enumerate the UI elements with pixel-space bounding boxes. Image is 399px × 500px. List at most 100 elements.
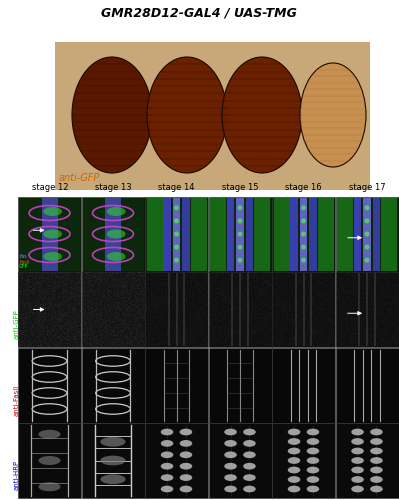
Ellipse shape xyxy=(38,430,61,439)
Ellipse shape xyxy=(72,57,152,173)
Ellipse shape xyxy=(370,428,383,436)
Bar xyxy=(182,198,190,270)
Circle shape xyxy=(364,205,369,210)
Bar xyxy=(168,273,170,346)
Bar xyxy=(358,273,360,346)
Bar xyxy=(300,198,307,270)
Bar xyxy=(363,198,371,270)
Bar xyxy=(366,273,368,346)
Bar xyxy=(19,198,80,270)
Ellipse shape xyxy=(351,428,364,436)
Text: stage 12: stage 12 xyxy=(32,183,68,192)
Ellipse shape xyxy=(224,486,237,492)
Text: GFP: GFP xyxy=(19,264,28,270)
Ellipse shape xyxy=(224,474,237,481)
Bar xyxy=(209,423,271,498)
Circle shape xyxy=(301,258,306,263)
Ellipse shape xyxy=(307,457,319,464)
Bar xyxy=(209,348,271,422)
Ellipse shape xyxy=(243,452,256,458)
Bar xyxy=(239,273,241,346)
Ellipse shape xyxy=(43,252,62,261)
Circle shape xyxy=(364,218,369,224)
Ellipse shape xyxy=(288,457,300,464)
Ellipse shape xyxy=(370,457,383,464)
Bar xyxy=(272,423,335,498)
Bar xyxy=(163,198,171,270)
Circle shape xyxy=(364,244,369,250)
Ellipse shape xyxy=(147,57,227,173)
Ellipse shape xyxy=(288,428,300,436)
Bar xyxy=(373,198,380,270)
Bar xyxy=(209,198,271,270)
Ellipse shape xyxy=(307,448,319,454)
Bar xyxy=(295,273,297,346)
Circle shape xyxy=(237,205,243,210)
Text: anti-Fasll: anti-Fasll xyxy=(14,385,20,416)
Bar xyxy=(274,198,290,270)
Text: anti-GFP: anti-GFP xyxy=(59,173,100,183)
Ellipse shape xyxy=(351,486,364,492)
Bar xyxy=(290,198,298,270)
Circle shape xyxy=(174,232,179,236)
Text: stage 14: stage 14 xyxy=(158,183,195,192)
Bar xyxy=(147,198,163,270)
Bar xyxy=(336,272,399,347)
Bar xyxy=(336,423,399,498)
Ellipse shape xyxy=(243,486,256,492)
Bar xyxy=(81,348,144,422)
Ellipse shape xyxy=(370,476,383,483)
Bar xyxy=(272,348,335,422)
Bar xyxy=(209,272,271,347)
Ellipse shape xyxy=(370,448,383,454)
Bar xyxy=(146,198,207,270)
Ellipse shape xyxy=(101,456,126,466)
Ellipse shape xyxy=(101,437,126,446)
Bar xyxy=(236,198,244,270)
Circle shape xyxy=(301,218,306,224)
Bar xyxy=(336,198,397,270)
Bar xyxy=(336,348,399,422)
Circle shape xyxy=(237,244,243,250)
Bar xyxy=(310,273,312,346)
Ellipse shape xyxy=(307,476,319,483)
Text: anti-GFP: anti-GFP xyxy=(14,309,20,339)
Bar xyxy=(209,196,271,272)
Ellipse shape xyxy=(351,466,364,473)
Ellipse shape xyxy=(243,440,256,447)
Bar xyxy=(231,273,233,346)
Circle shape xyxy=(364,258,369,263)
Bar xyxy=(255,198,270,270)
Circle shape xyxy=(301,244,306,250)
Ellipse shape xyxy=(300,63,366,167)
Bar xyxy=(145,196,208,272)
Bar xyxy=(145,423,208,498)
Ellipse shape xyxy=(351,476,364,483)
Circle shape xyxy=(174,205,179,210)
Bar xyxy=(354,198,361,270)
Ellipse shape xyxy=(224,463,237,469)
Ellipse shape xyxy=(307,466,319,473)
Bar xyxy=(18,423,81,498)
Text: anti-HRP: anti-HRP xyxy=(14,460,20,490)
Bar xyxy=(18,196,81,272)
Ellipse shape xyxy=(180,452,192,458)
Ellipse shape xyxy=(288,438,300,445)
Ellipse shape xyxy=(161,452,173,458)
Circle shape xyxy=(174,258,179,263)
Ellipse shape xyxy=(161,474,173,481)
Ellipse shape xyxy=(307,438,319,445)
Bar xyxy=(338,198,353,270)
Bar xyxy=(246,198,253,270)
Ellipse shape xyxy=(224,440,237,447)
Ellipse shape xyxy=(161,463,173,469)
Circle shape xyxy=(237,258,243,263)
Ellipse shape xyxy=(307,428,319,436)
Ellipse shape xyxy=(107,230,126,238)
Text: stage 13: stage 13 xyxy=(95,183,132,192)
Bar xyxy=(55,42,370,190)
Ellipse shape xyxy=(43,207,62,216)
Ellipse shape xyxy=(288,476,300,483)
Bar xyxy=(18,272,81,347)
Ellipse shape xyxy=(307,486,319,492)
